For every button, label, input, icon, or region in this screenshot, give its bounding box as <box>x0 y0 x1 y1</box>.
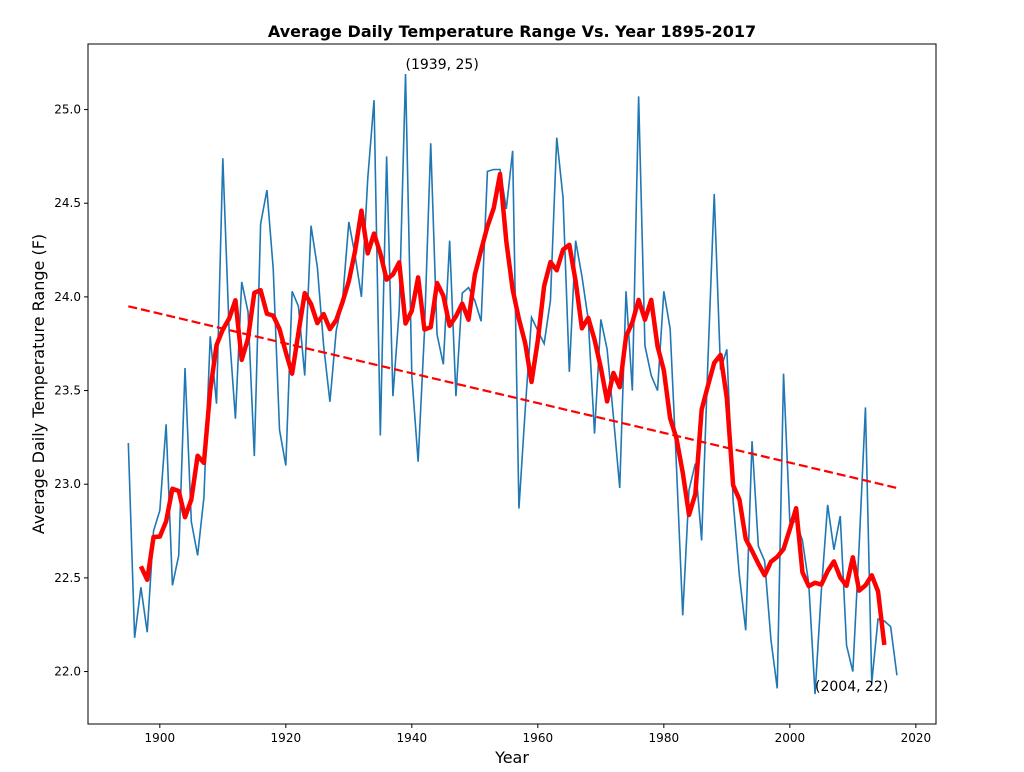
y-tick-label: 24.5 <box>54 196 81 210</box>
y-tick-label: 22.5 <box>54 571 81 585</box>
annotation-label: (1939, 25) <box>406 57 479 73</box>
x-axis-label: Year <box>494 748 529 767</box>
y-tick-label: 25.0 <box>54 103 81 117</box>
series-line-moving-average <box>138 171 887 646</box>
plot-area-frame <box>87 43 937 725</box>
y-axis-label: Average Daily Temperature Range (F) <box>29 234 48 534</box>
chart-title: Average Daily Temperature Range Vs. Year… <box>268 22 756 41</box>
x-tick-label: 1920 <box>271 731 302 745</box>
y-tick-label: 23.0 <box>54 477 81 491</box>
annotation-label: (2004, 22) <box>815 679 888 695</box>
x-tick-label: 1940 <box>397 731 428 745</box>
x-tick-label: 1900 <box>145 731 176 745</box>
series-line-annual <box>127 73 898 695</box>
x-tick-label: 2000 <box>775 731 806 745</box>
y-tick-label: 22.0 <box>54 665 81 679</box>
trend-line <box>128 305 898 490</box>
x-tick-label: 2020 <box>901 731 932 745</box>
y-tick-label: 23.5 <box>54 384 81 398</box>
y-tick-label: 24.0 <box>54 290 81 304</box>
x-tick-label: 1960 <box>523 731 554 745</box>
x-tick-label: 1980 <box>649 731 680 745</box>
